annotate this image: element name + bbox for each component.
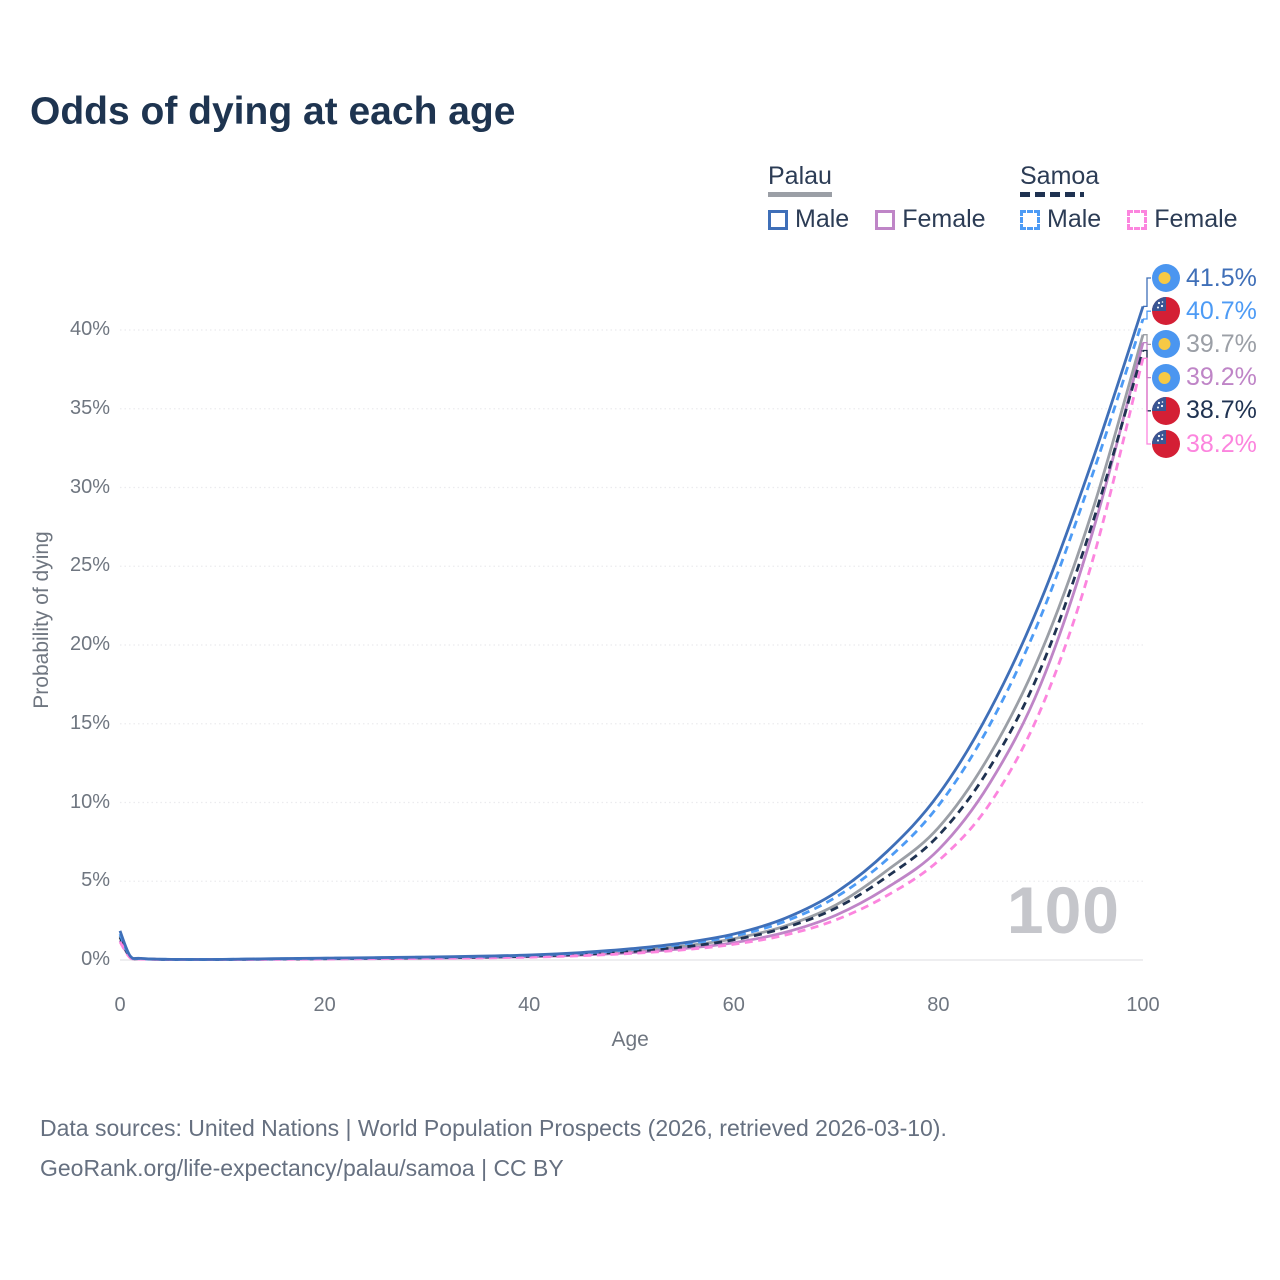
legend-item-label: Male xyxy=(795,205,850,233)
y-tick-label: 10% xyxy=(69,790,110,813)
series-line-samoa-male[interactable] xyxy=(118,318,1145,961)
end-value-label-palau-male: 41.5% xyxy=(1152,263,1257,293)
samoa-line-style-sample xyxy=(1020,192,1084,197)
samoa-flag-icon xyxy=(1152,297,1180,326)
page-title: Odds of dying at each age xyxy=(30,90,516,133)
x-tick-label: 80 xyxy=(927,994,950,1016)
palau-flag-icon xyxy=(1152,363,1180,392)
series-line-samoa-both[interactable] xyxy=(118,350,1145,962)
end-label-leader-line xyxy=(1143,277,1151,308)
series-line-palau-female[interactable] xyxy=(118,342,1145,961)
end-label-leader-line xyxy=(1143,310,1151,320)
palau-line-style-sample xyxy=(768,192,832,197)
hovered-age-watermark: 100 xyxy=(1006,873,1120,947)
y-tick-label: 35% xyxy=(69,396,110,419)
end-value-label-samoa-male: 40.7% xyxy=(1152,296,1257,326)
y-tick-label: 5% xyxy=(81,869,110,892)
y-tick-label: 30% xyxy=(69,475,110,498)
legend-group-samoa: Samoa Male Female xyxy=(1020,163,1238,234)
y-tick-label: 15% xyxy=(69,711,110,734)
x-tick-label: 20 xyxy=(313,994,336,1016)
data-sources-line: Data sources: United Nations | World Pop… xyxy=(40,1115,947,1141)
x-tick-label: 60 xyxy=(722,994,745,1016)
legend-item-palau-female[interactable]: Female xyxy=(875,205,986,234)
y-tick-label: 0% xyxy=(81,948,110,970)
palau-female-swatch-icon[interactable] xyxy=(875,209,896,230)
y-tick-label: 40% xyxy=(69,318,110,340)
legend-item-palau-male[interactable]: Male xyxy=(768,205,849,234)
legend-item-samoa-female[interactable]: Female xyxy=(1127,205,1238,234)
legend-item-samoa-male[interactable]: Male xyxy=(1020,205,1101,234)
series-line-palau-male[interactable] xyxy=(118,305,1145,961)
end-label-leader-line xyxy=(1143,334,1151,346)
x-tick-label: 40 xyxy=(518,994,541,1016)
y-tick-label: 20% xyxy=(69,633,110,655)
samoa-female-swatch-icon[interactable] xyxy=(1127,209,1148,230)
y-tick-label: 25% xyxy=(69,554,110,577)
palau-flag-icon xyxy=(1152,264,1180,292)
legend-item-label: Female xyxy=(1154,205,1238,233)
palau-flag-icon xyxy=(1152,330,1180,359)
legend-country-samoa: Samoa xyxy=(1020,162,1100,190)
x-axis-title: Age xyxy=(611,1028,649,1051)
legend-group-palau: Palau Male Female xyxy=(768,163,986,234)
samoa-flag-icon xyxy=(1152,430,1180,458)
legend-item-label: Male xyxy=(1047,205,1102,233)
series-line-palau-both[interactable] xyxy=(118,334,1145,962)
end-value-label-samoa-both: 38.7% xyxy=(1152,396,1257,426)
footer: Data sources: United Nations | World Pop… xyxy=(40,1108,947,1188)
legend-country-palau: Palau xyxy=(768,162,832,190)
samoa-flag-icon xyxy=(1152,396,1180,425)
y-axis-title: Probability of dying xyxy=(30,531,53,709)
end-value-label-palau-female: 39.2% xyxy=(1152,363,1257,393)
x-tick-label: 100 xyxy=(1126,994,1160,1016)
series-line-samoa-female[interactable] xyxy=(118,357,1145,961)
x-tick-label: 0 xyxy=(114,994,126,1016)
end-value-label-samoa-female: 38.2% xyxy=(1152,429,1257,459)
end-value-label-palau-both: 39.7% xyxy=(1152,329,1257,359)
palau-male-swatch-icon[interactable] xyxy=(768,209,788,230)
attribution-line: GeoRank.org/life-expectancy/palau/samoa … xyxy=(40,1155,564,1181)
samoa-male-swatch-icon[interactable] xyxy=(1020,209,1040,230)
end-label-leader-line xyxy=(1143,357,1151,445)
legend-item-label: Female xyxy=(902,205,986,233)
